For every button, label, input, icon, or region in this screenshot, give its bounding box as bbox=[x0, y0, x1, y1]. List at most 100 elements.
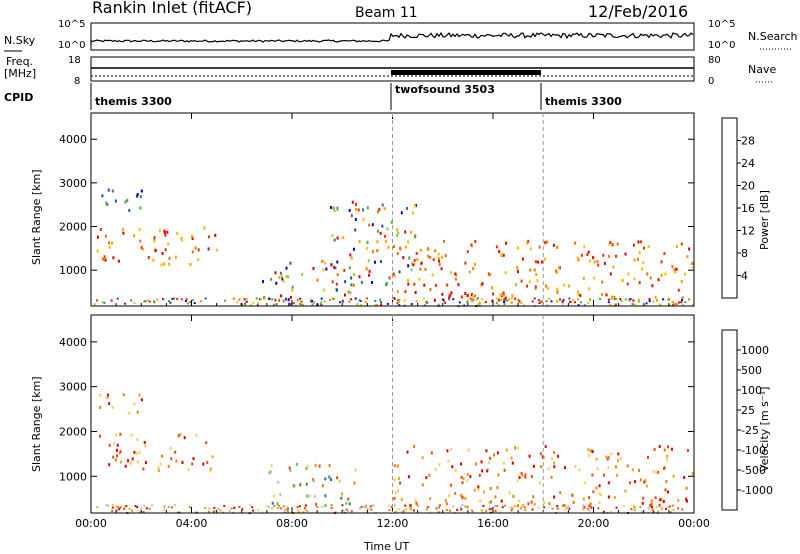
scatter-cell bbox=[514, 446, 517, 450]
scatter-cell bbox=[588, 504, 591, 508]
scatter-cell bbox=[161, 251, 164, 255]
scatter-cell bbox=[398, 270, 401, 274]
scatter-cell bbox=[273, 494, 275, 498]
scatter-cell bbox=[609, 240, 612, 244]
scatter-cell bbox=[366, 240, 369, 244]
scatter-cell bbox=[362, 218, 365, 222]
scatter-cell bbox=[664, 272, 667, 276]
scatter-cell bbox=[142, 467, 145, 471]
scatter-cell bbox=[409, 504, 412, 507]
scatter-cell bbox=[598, 492, 601, 496]
scatter-cell bbox=[550, 475, 553, 479]
beam-label: Beam 11 bbox=[355, 5, 418, 21]
scatter-cell bbox=[687, 449, 689, 452]
scatter-cell bbox=[602, 253, 605, 257]
scatter-cell bbox=[640, 510, 643, 513]
scatter-cell bbox=[304, 504, 307, 507]
scatter-cell bbox=[481, 469, 484, 473]
scatter-cell bbox=[680, 301, 683, 304]
scatter-cell bbox=[299, 483, 302, 487]
scatter-cell bbox=[152, 258, 155, 262]
scatter-cell bbox=[505, 299, 508, 302]
scatter-cell bbox=[441, 292, 444, 296]
scatter-cell bbox=[642, 496, 645, 500]
colorbar-tick-label: 12 bbox=[741, 225, 755, 238]
scatter-cell bbox=[650, 503, 653, 506]
scatter-cell bbox=[501, 506, 504, 509]
scatter-cell bbox=[377, 210, 379, 214]
scatter-cell bbox=[287, 298, 290, 302]
scatter-cell bbox=[336, 273, 339, 277]
scatter-cell bbox=[428, 474, 431, 477]
scatter-cell bbox=[184, 299, 187, 302]
scatter-cell bbox=[460, 462, 462, 466]
scatter-cell bbox=[127, 459, 130, 463]
scatter-cell bbox=[686, 255, 689, 259]
scatter-cell bbox=[442, 298, 445, 301]
scatter-cell bbox=[572, 501, 575, 504]
scatter-cell bbox=[466, 301, 469, 304]
scatter-cell bbox=[331, 297, 334, 300]
scatter-cell bbox=[348, 502, 351, 506]
scatter-cell bbox=[188, 505, 191, 508]
scatter-cell bbox=[314, 463, 317, 467]
freq-label: Freq. bbox=[6, 55, 33, 68]
scatter-cell bbox=[217, 507, 220, 510]
scatter-cell bbox=[411, 262, 413, 266]
scatter-cell bbox=[460, 475, 463, 479]
scatter-cell bbox=[658, 445, 661, 448]
scatter-cell bbox=[500, 293, 503, 297]
scatter-cell bbox=[659, 498, 662, 502]
scatter-cell bbox=[110, 299, 113, 302]
scatter-cell bbox=[248, 504, 251, 507]
scatter-cell bbox=[583, 481, 586, 485]
scatter-cell bbox=[577, 298, 579, 301]
scatter-cell bbox=[657, 470, 660, 474]
scatter-cell bbox=[362, 208, 364, 212]
scatter-cell bbox=[122, 231, 125, 235]
nave-block-twofsound bbox=[391, 70, 541, 75]
scatter-cell bbox=[365, 246, 368, 250]
scatter-cell bbox=[438, 463, 441, 467]
scatter-cell bbox=[330, 506, 333, 509]
scatter-cell bbox=[276, 502, 279, 506]
scatter-cell bbox=[358, 240, 361, 244]
scatter-cell bbox=[583, 304, 586, 307]
scatter-cell bbox=[380, 303, 383, 306]
scatter-cell bbox=[657, 509, 660, 512]
scatter-cell bbox=[425, 508, 428, 511]
scatter-cell bbox=[608, 242, 611, 246]
scatter-cell bbox=[471, 510, 474, 513]
scatter-cell bbox=[620, 300, 623, 302]
scatter-cell bbox=[537, 260, 540, 264]
scatter-cell bbox=[292, 302, 295, 305]
scatter-cell bbox=[466, 299, 469, 302]
scatter-cell bbox=[420, 248, 422, 252]
scatter-cell bbox=[144, 300, 147, 303]
scatter-cell bbox=[159, 462, 162, 466]
scatter-cell bbox=[653, 448, 656, 452]
scatter-cell bbox=[556, 507, 559, 510]
scatter-cell bbox=[384, 234, 387, 238]
scatter-cell bbox=[587, 250, 590, 254]
scatter-cell bbox=[341, 509, 344, 512]
scatter-cell bbox=[667, 299, 670, 301]
scatter-cell bbox=[157, 466, 160, 470]
scatter-cell bbox=[416, 258, 419, 261]
scatter-cell bbox=[418, 277, 421, 281]
scatter-cell bbox=[591, 473, 594, 477]
scatter-cell bbox=[322, 484, 324, 488]
scatter-cell bbox=[408, 256, 411, 260]
scatter-cell bbox=[118, 508, 121, 511]
scatter-cell bbox=[544, 241, 547, 245]
scatter-cell bbox=[390, 220, 393, 224]
scatter-cell bbox=[270, 464, 273, 467]
scatter-cell bbox=[502, 253, 505, 257]
scatter-cell bbox=[610, 510, 612, 513]
scatter-cell bbox=[186, 302, 189, 305]
scatter-cell bbox=[138, 510, 141, 513]
scatter-cell bbox=[397, 508, 400, 510]
scatter-cell bbox=[464, 292, 467, 295]
scatter-cell bbox=[655, 298, 658, 302]
scatter-cell bbox=[652, 508, 654, 511]
